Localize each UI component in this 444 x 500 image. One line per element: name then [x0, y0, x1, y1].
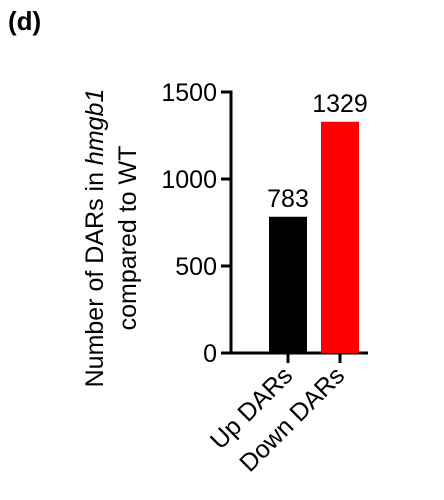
y-axis-label: Number of DARs in hmgb1 compared to WT	[81, 89, 142, 388]
data-label: 783	[267, 185, 309, 213]
data-label: 1329	[312, 90, 368, 118]
bar	[321, 121, 359, 353]
y-tick-label: 1500	[161, 79, 217, 107]
panel-label: (d)	[8, 6, 42, 36]
y-axis-label-gene: hmgb1	[81, 89, 109, 165]
bars	[269, 121, 359, 353]
bar	[269, 216, 307, 353]
y-axis-label-line2: compared to WT	[114, 146, 142, 331]
svg-text:Number of DARs in hmgb1: Number of DARs in hmgb1	[81, 89, 109, 388]
y-tick-label: 0	[203, 340, 217, 368]
data-labels: 783 1329	[267, 90, 368, 213]
y-axis-label-prefix: Number of DARs in	[81, 165, 109, 387]
y-tick-label: 1000	[161, 166, 217, 194]
y-tick-label: 500	[175, 253, 217, 281]
